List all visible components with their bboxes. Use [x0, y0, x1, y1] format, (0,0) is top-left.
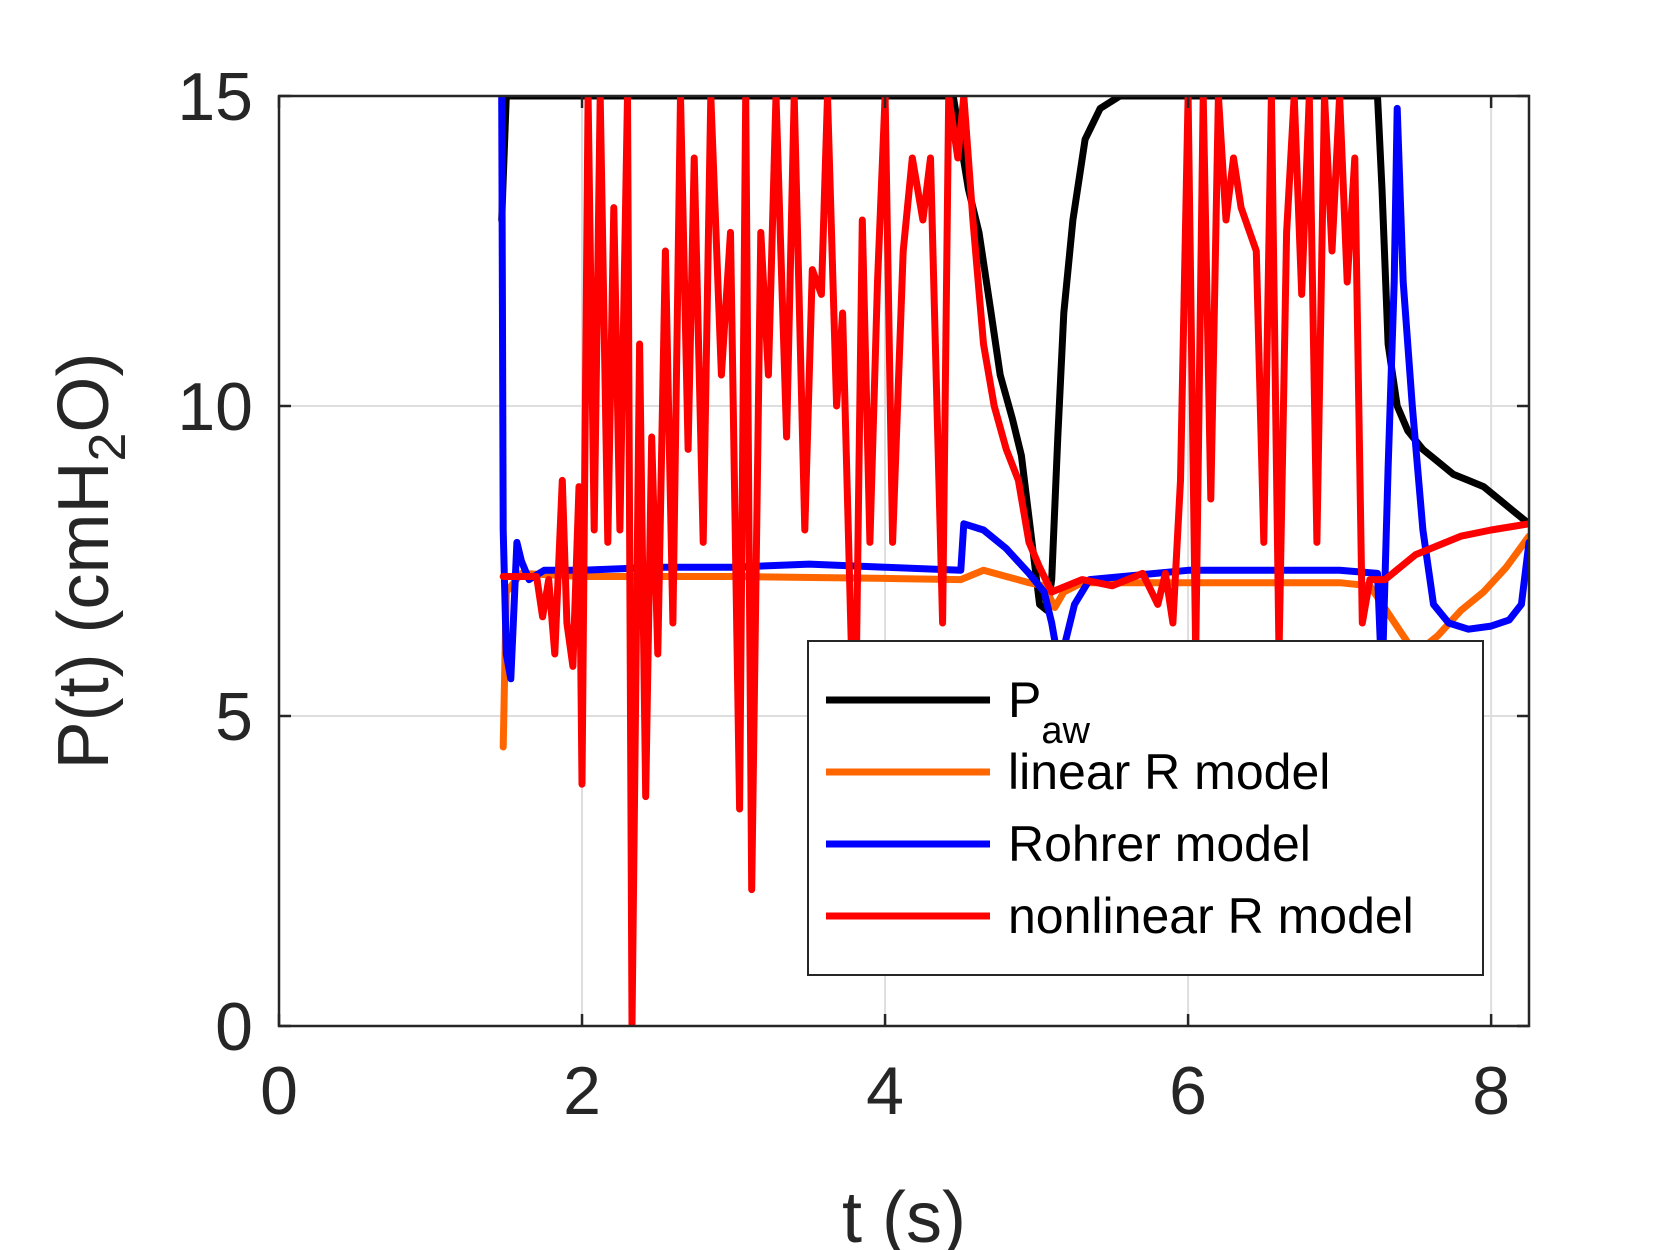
- axes-box: [277, 94, 1531, 1028]
- y-axis-title-tail: O): [44, 353, 124, 433]
- y-axis-title: P(t) (cmH2O): [44, 353, 137, 770]
- x-tick-label: 0: [260, 1053, 298, 1129]
- y-tick-label: 5: [215, 679, 253, 755]
- legend-label-nonlinear-r-model: nonlinear R model: [1008, 888, 1414, 944]
- y-axis-title-sub: 2: [79, 433, 137, 462]
- x-tick-label: 6: [1169, 1053, 1207, 1129]
- y-tick-label: 0: [215, 989, 253, 1065]
- legend-label-paw: Paw: [1008, 672, 1090, 752]
- x-tick-label: 2: [563, 1053, 601, 1129]
- x-tick-label: 4: [866, 1053, 904, 1129]
- series-line-paw: [498, 96, 1529, 615]
- legend-label-linear-r-model: linear R model: [1008, 744, 1330, 800]
- tick-marks: [277, 94, 1529, 1028]
- series-line-linear-r-model: [499, 532, 1529, 751]
- y-axis-title-main: P(t) (cmH: [44, 461, 124, 769]
- x-axis-title: t (s): [842, 1178, 966, 1250]
- y-tick-label: 10: [177, 369, 253, 445]
- y-tick-label: 15: [177, 59, 253, 135]
- legend-label-rohrer-model: Rohrer model: [1008, 816, 1311, 872]
- y-tick-labels: 0 5 10 15: [177, 59, 253, 1065]
- x-tick-labels: 0 2 4 6 8: [260, 1053, 1510, 1129]
- x-tick-label: 8: [1472, 1053, 1510, 1129]
